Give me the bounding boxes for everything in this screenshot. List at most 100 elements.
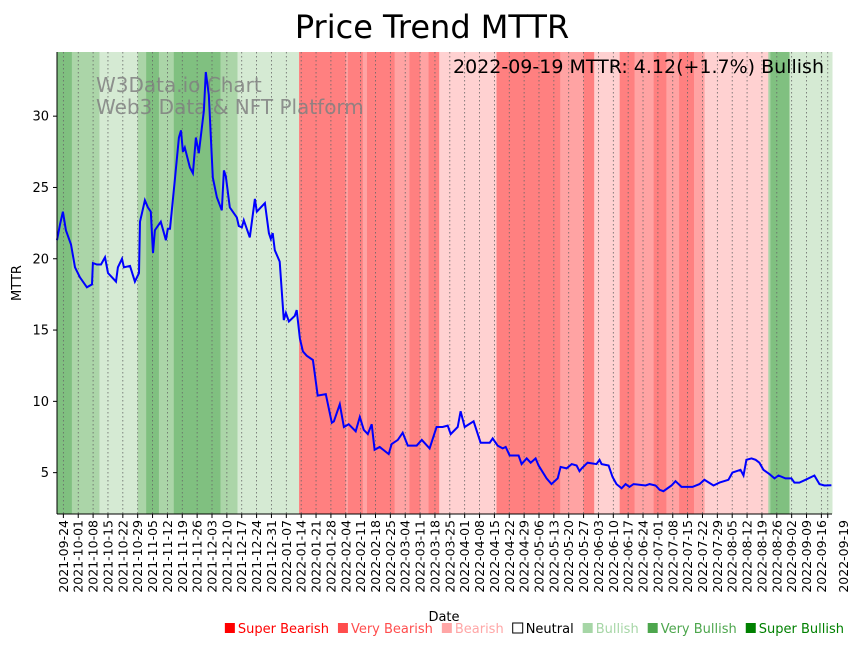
x-tick-label: 2021-11-26 [190,520,205,593]
x-tick-label: 2022-04-15 [487,520,502,593]
regime-band-very-bullish [137,52,147,514]
regime-band-super-bullish [57,52,73,514]
x-tick-label: 2022-03-04 [398,520,413,593]
regime-band-very-bearish [362,52,368,514]
x-tick-label: 2022-07-01 [650,520,665,593]
x-tick-label: 2021-11-19 [175,520,190,593]
regime-band-super-bullish [180,52,202,514]
x-tick-label: 2022-08-12 [740,520,755,593]
x-tick-label: 2022-03-25 [442,520,457,593]
x-tick-label: 2022-07-29 [710,520,725,593]
regime-band-super-bullish [201,52,221,514]
legend-label: Bullish [596,622,639,637]
x-tick-label: 2022-02-11 [353,520,368,593]
x-tick-label: 2022-07-22 [695,520,710,593]
regime-band-very-bearish [693,52,706,514]
y-tick-label: 30 [32,110,49,125]
regime-band-super-bearish [347,52,364,514]
chart-title: Price Trend MTTR [295,8,569,46]
legend-item-bullish: Bullish [582,622,639,637]
legend-swatch-icon [441,623,452,633]
y-tick-label: 20 [32,252,49,267]
regime-band-bullish [237,52,300,514]
x-tick-label: 2022-04-29 [517,520,532,593]
x-tick-label: 2021-11-05 [145,520,160,593]
legend: Super Bearish Very Bearish Bearish Neutral B… [224,622,844,637]
legend-label: Bearish [455,622,504,637]
legend-item-neutral: Neutral [512,622,574,637]
x-tick-label: 2022-04-01 [457,520,472,593]
legend-label: Super Bearish [238,622,329,637]
regime-band-very-bullish [71,52,100,514]
legend-swatch-icon [337,623,348,633]
regime-band-very-bullish [158,52,175,514]
x-tick-label: 2022-02-18 [368,520,383,593]
x-tick-label: 2022-09-19 [836,520,851,593]
x-tick-label: 2022-05-13 [546,520,561,593]
x-tick-label: 2021-10-22 [115,520,130,593]
x-tick-label: 2021-10-29 [130,520,145,593]
regime-band-bearish [704,52,769,514]
x-tick-label: 2022-07-08 [665,520,680,593]
legend-swatch-icon [647,623,658,633]
x-tick-label: 2022-01-14 [294,520,309,593]
x-tick-label: 2021-12-24 [249,520,264,593]
regime-band-super-bearish [299,52,347,514]
regime-band-bullish [99,52,139,514]
legend-item-super-bullish: Super Bullish [745,622,844,637]
regime-band-very-bearish [666,52,680,514]
x-tick-label: 2021-12-03 [205,520,220,593]
watermark-line-2: Web3 Data & NFT Platform [96,95,364,119]
y-ticks: 5 10 15 20 25 30 [32,110,57,481]
x-tick-label: 2021-10-15 [100,520,115,593]
x-tick-label: 2022-09-16 [814,520,829,593]
x-tick-label: 2022-06-03 [591,520,606,593]
x-tick-label: 2022-08-19 [754,520,769,593]
regime-band-very-bullish [220,52,238,514]
x-tick-label: 2022-09-09 [799,520,814,593]
regime-bands [57,52,833,514]
x-tick-label: 2022-05-20 [561,520,576,593]
legend-swatch-icon [224,623,235,633]
legend-swatch-icon [582,623,593,633]
x-ticks: 2021-09-24 2021-10-01 2021-10-08 2021-10-15… [56,514,851,593]
x-tick-label: 2022-05-27 [576,520,591,593]
regime-band-bullish [789,52,833,514]
mttr-series-line [56,71,832,493]
x-tick-label: 2022-05-06 [531,520,546,593]
x-tick-label: 2022-01-21 [309,520,324,593]
legend-item-very-bullish: Very Bullish [647,622,737,637]
x-gridlines [62,52,829,514]
x-tick-label: 2022-06-17 [621,520,636,593]
regime-band-super-bullish [173,52,181,514]
legend-item-super-bearish: Super Bearish [224,622,329,637]
regime-band-super-bearish [619,52,636,514]
x-tick-label: 2022-01-07 [279,520,294,593]
y-tick-label: 5 [41,466,49,481]
regime-band-very-bearish [394,52,410,514]
latest-value-annotation: 2022-09-19 MTTR: 4.12(+1.7%) Bullish [453,56,824,78]
regime-band-very-bearish [345,52,349,514]
legend-swatch-icon [745,623,756,633]
regime-band-super-bullish [770,52,791,514]
regime-band-very-bearish [560,52,585,514]
legend-label: Very Bullish [661,622,737,637]
regime-band-super-bearish [679,52,695,514]
x-tick-label: 2021-09-24 [56,520,71,593]
regime-band-super-bearish [583,52,595,514]
y-tick-label: 25 [32,181,49,196]
regime-band-very-bearish [634,52,655,514]
legend-label: Very Bearish [351,622,433,637]
watermark-line-1: W3Data.io Chart [96,73,262,97]
regime-band-super-bearish [496,52,561,514]
y-tick-label: 15 [32,324,49,339]
legend-swatch-icon [512,622,524,634]
y-axis-label: MTTR [10,265,25,301]
regime-band-bearish [439,52,498,514]
regime-band-super-bearish [428,52,440,514]
x-tick-label: 2022-09-02 [784,520,799,593]
x-tick-label: 2022-02-04 [338,520,353,593]
x-tick-label: 2021-12-10 [219,520,234,593]
